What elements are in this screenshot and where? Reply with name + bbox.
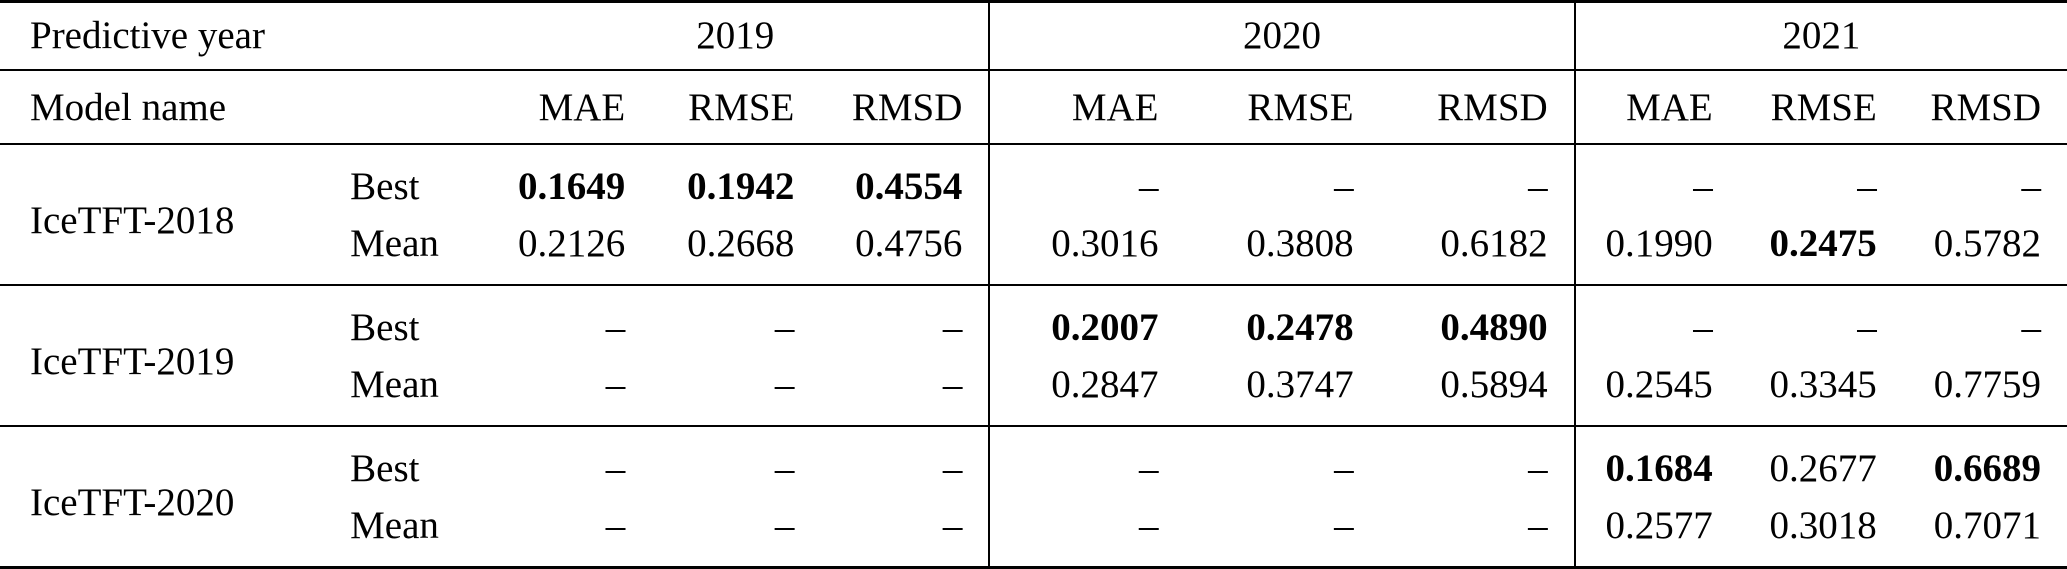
model-name-cell: IceTFT-2018 (30, 199, 235, 243)
value-cell: 0.3808 (1246, 222, 1354, 266)
value-cell: 0.1990 (1573, 214, 1739, 286)
value-cell: – (942, 363, 963, 407)
row-icetft2019-best: IceTFT-2019 Best – – – 0.2007 0.2478 0.4… (0, 285, 2067, 383)
metric-header: RMSD (851, 85, 963, 129)
value-cell: 0.6689 (1933, 446, 2041, 490)
value-cell: – (774, 363, 795, 407)
value-cell: 0.2677 (1769, 446, 1877, 490)
value-cell: – (605, 503, 626, 547)
value-cell: 0.2577 (1573, 496, 1739, 568)
row-type-cell: Mean (350, 363, 439, 407)
value-cell: – (2021, 305, 2042, 349)
value-cell: 0.2847 (988, 355, 1185, 427)
row-type-cell: Mean (350, 503, 439, 547)
row-icetft2018-best: IceTFT-2018 Best 0.1649 0.1942 0.4554 – … (0, 144, 2067, 242)
row-icetft2018-mean: Mean 0.2126 0.2668 0.4756 0.3016 0.3808 … (0, 214, 2067, 286)
model-name-cell: IceTFT-2020 (30, 481, 235, 525)
value-cell: – (605, 363, 626, 407)
value-cell: 0.2668 (687, 222, 795, 266)
metric-header: MAE (988, 69, 1185, 145)
model-name-cell: IceTFT-2019 (30, 340, 235, 384)
value-cell: 0.4890 (1440, 305, 1548, 349)
value-cell: – (1857, 305, 1877, 349)
value-cell: 0.4554 (855, 164, 963, 208)
value-cell: – (1334, 446, 1354, 490)
year-header-2019: 2019 (696, 14, 775, 58)
value-cell: – (1573, 144, 1739, 215)
value-cell: – (1334, 164, 1354, 208)
value-cell: 0.2478 (1246, 305, 1354, 349)
metric-header: RMSD (1930, 85, 2041, 129)
row-icetft2019-mean: Mean – – – 0.2847 0.3747 0.5894 0.2545 0… (0, 355, 2067, 427)
value-cell: – (1528, 164, 1548, 208)
value-cell: – (774, 503, 795, 547)
value-cell: – (1573, 285, 1739, 356)
value-cell: – (774, 305, 795, 349)
row-icetft2020-best: IceTFT-2020 Best – – – – – – 0.1684 0.26… (0, 426, 2067, 524)
value-cell: 0.5894 (1440, 363, 1548, 407)
value-cell: – (2021, 164, 2042, 208)
value-cell: – (605, 446, 626, 490)
value-cell: – (942, 503, 963, 547)
value-cell: 0.5782 (1933, 222, 2041, 266)
model-name-label: Model name (30, 85, 227, 129)
value-cell: – (1528, 446, 1548, 490)
year-header-2020: 2020 (988, 1, 1575, 70)
value-cell: 0.2126 (518, 222, 626, 266)
value-cell: – (1857, 164, 1877, 208)
value-cell: 0.2545 (1573, 355, 1739, 427)
value-cell: 0.3345 (1769, 363, 1877, 407)
value-cell: – (605, 305, 626, 349)
value-cell: 0.6182 (1440, 222, 1548, 266)
row-type-cell: Mean (350, 222, 439, 266)
metric-header: RMSE (1247, 85, 1354, 129)
year-header-2021: 2021 (1573, 1, 2067, 70)
metric-header: RMSE (1770, 85, 1877, 129)
metric-header: RMSD (1437, 85, 1548, 129)
row-type-cell: Best (350, 164, 420, 208)
value-cell: – (1528, 503, 1548, 547)
value-cell: – (988, 496, 1185, 568)
value-cell: 0.1684 (1573, 426, 1739, 497)
value-cell: – (942, 305, 963, 349)
value-cell: 0.1649 (518, 164, 626, 208)
metric-header: MAE (1573, 69, 1739, 145)
value-cell: 0.3747 (1246, 363, 1354, 407)
value-cell: – (988, 144, 1185, 215)
metric-header: MAE (538, 85, 626, 129)
row-type-cell: Best (350, 305, 420, 349)
row-type-cell: Best (350, 446, 420, 490)
metric-header: RMSE (688, 85, 795, 129)
value-cell: 0.3018 (1769, 503, 1877, 547)
value-cell: – (1334, 503, 1354, 547)
value-cell: 0.4756 (855, 222, 963, 266)
value-cell: – (942, 446, 963, 490)
value-cell: – (988, 426, 1185, 497)
value-cell: 0.7759 (1933, 363, 2041, 407)
predictive-year-label: Predictive year (30, 14, 265, 58)
value-cell: 0.2475 (1769, 222, 1877, 266)
value-cell: 0.7071 (1933, 503, 2041, 547)
header-metric-row: Model name MAE RMSE RMSD MAE RMSE RMSD M… (0, 69, 2067, 145)
value-cell: – (774, 446, 795, 490)
value-cell: 0.1942 (687, 164, 795, 208)
header-year-row: Predictive year 2019 2020 2021 (0, 1, 2067, 70)
value-cell: 0.3016 (988, 214, 1185, 286)
row-icetft2020-mean: Mean – – – – – – 0.2577 0.3018 0.7071 (0, 496, 2067, 568)
value-cell: 0.2007 (988, 285, 1185, 356)
